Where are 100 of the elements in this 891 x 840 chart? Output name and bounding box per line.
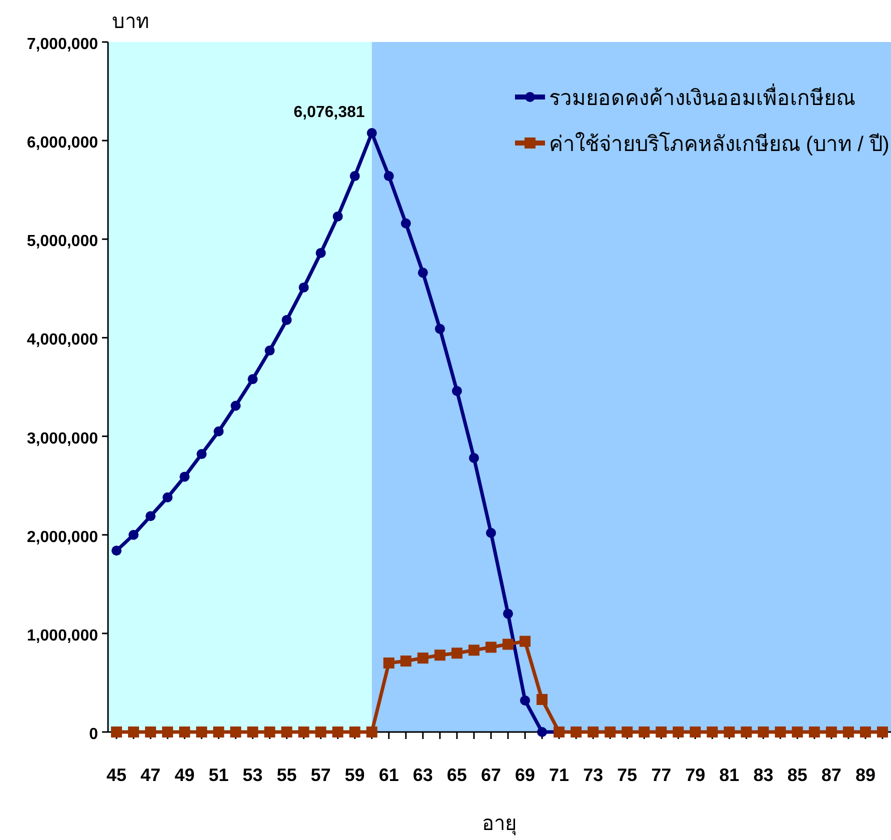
point bbox=[537, 727, 548, 737]
x-tick-label: 73 bbox=[583, 765, 604, 785]
point bbox=[740, 726, 752, 738]
point bbox=[638, 726, 650, 738]
y-tick-label: 3,000,000 bbox=[26, 430, 98, 448]
point bbox=[298, 282, 309, 292]
point bbox=[706, 726, 718, 738]
point bbox=[145, 726, 156, 738]
x-tick-label: 53 bbox=[242, 765, 263, 785]
point bbox=[384, 171, 394, 182]
point bbox=[485, 642, 496, 653]
x-tick-label: 87 bbox=[821, 765, 842, 785]
point bbox=[758, 726, 769, 738]
point bbox=[451, 648, 462, 659]
x-tick-label: 67 bbox=[480, 765, 502, 785]
point bbox=[690, 726, 701, 738]
point bbox=[400, 656, 412, 667]
y-tick-label: 1,000,000 bbox=[26, 627, 98, 644]
point bbox=[247, 726, 258, 738]
point bbox=[315, 726, 326, 738]
point bbox=[502, 638, 514, 650]
x-tick-label: 71 bbox=[549, 765, 570, 785]
point bbox=[792, 726, 803, 738]
x-tick-label: 77 bbox=[651, 765, 672, 785]
x-tick-label: 47 bbox=[140, 765, 161, 785]
point bbox=[656, 726, 667, 738]
x-tick-label: 55 bbox=[276, 765, 297, 785]
point bbox=[298, 726, 310, 738]
point bbox=[366, 128, 377, 138]
point bbox=[520, 695, 530, 706]
x-tick-label: 89 bbox=[855, 765, 876, 785]
point bbox=[860, 726, 871, 738]
x-tick-label: 79 bbox=[685, 765, 706, 785]
point bbox=[588, 726, 599, 738]
y-tick-label: 5,000,000 bbox=[26, 233, 98, 250]
point bbox=[196, 726, 208, 738]
x-tick-label: 59 bbox=[344, 765, 365, 785]
point bbox=[111, 726, 122, 738]
x-tick-label: 83 bbox=[753, 765, 774, 785]
legend-label: รวมยอดคงค้างเงินออมเพื่อเกษียณ bbox=[549, 83, 855, 110]
point bbox=[366, 726, 378, 738]
point bbox=[774, 726, 786, 738]
x-tick-label: 51 bbox=[208, 765, 229, 785]
x-tick-label: 75 bbox=[617, 765, 638, 785]
point bbox=[230, 400, 241, 411]
point bbox=[128, 530, 139, 540]
point bbox=[264, 346, 275, 356]
point bbox=[213, 726, 224, 738]
point bbox=[417, 652, 428, 664]
point bbox=[162, 492, 173, 502]
x-tick-label: 49 bbox=[174, 765, 195, 785]
point bbox=[536, 694, 548, 705]
point bbox=[622, 726, 633, 738]
x-tick-label: 61 bbox=[378, 765, 399, 785]
x-tick-label: 45 bbox=[106, 765, 127, 785]
x-tick-label: 85 bbox=[787, 765, 808, 785]
y-axis-title: บาท bbox=[112, 11, 149, 33]
point bbox=[570, 726, 582, 738]
point bbox=[434, 324, 445, 334]
point bbox=[112, 546, 122, 556]
x-tick-label: 57 bbox=[310, 765, 331, 785]
point bbox=[604, 726, 616, 738]
point bbox=[179, 726, 190, 738]
point bbox=[520, 636, 531, 647]
point bbox=[383, 658, 394, 668]
y-tick-label: 4,000,000 bbox=[26, 332, 98, 349]
point bbox=[350, 171, 360, 182]
point bbox=[282, 314, 292, 325]
y-tick-label: 7,000,000 bbox=[26, 36, 98, 53]
annotation: 6,076,381 bbox=[294, 104, 365, 122]
point bbox=[128, 726, 140, 738]
point bbox=[332, 726, 344, 738]
point bbox=[281, 726, 292, 738]
x-axis-title: อายุ bbox=[482, 813, 517, 836]
point bbox=[876, 726, 888, 738]
point bbox=[349, 726, 360, 738]
point bbox=[214, 426, 224, 436]
point bbox=[468, 644, 480, 656]
point bbox=[434, 650, 446, 661]
point bbox=[230, 726, 242, 738]
x-tick-label: 65 bbox=[446, 765, 467, 785]
point bbox=[826, 726, 837, 738]
point bbox=[486, 528, 496, 538]
point bbox=[468, 452, 479, 463]
y-tick-label: 0 bbox=[89, 726, 98, 743]
legend-label: ค่าใช้จ่ายบริโภคหลังเกษียณ (บาท / ปี) bbox=[549, 132, 890, 156]
y-tick-label: 2,000,000 bbox=[26, 528, 98, 546]
point bbox=[264, 726, 276, 738]
point bbox=[196, 449, 207, 460]
point bbox=[418, 268, 428, 278]
point bbox=[452, 386, 462, 396]
x-tick-label: 63 bbox=[412, 765, 433, 785]
point bbox=[316, 248, 326, 258]
point bbox=[400, 218, 411, 228]
point bbox=[808, 726, 820, 738]
point bbox=[146, 511, 156, 522]
point bbox=[503, 608, 514, 619]
point bbox=[332, 211, 343, 222]
y-tick-label: 6,000,000 bbox=[26, 134, 98, 152]
x-tick-label: 69 bbox=[515, 765, 536, 785]
